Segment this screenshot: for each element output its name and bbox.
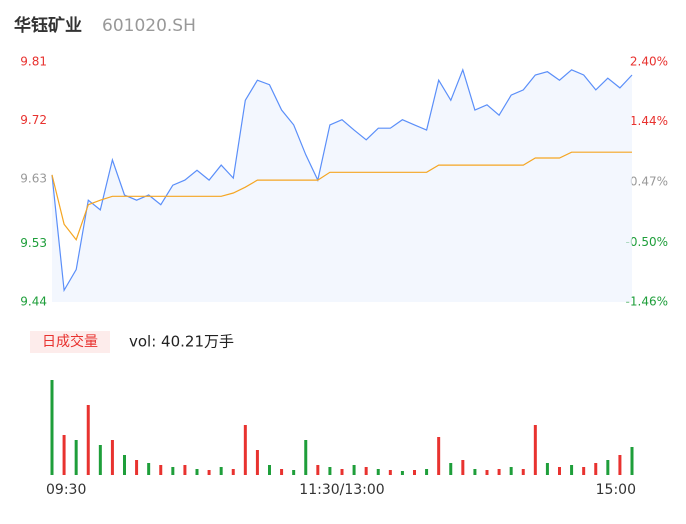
y-tick-label: 9.72 bbox=[20, 113, 47, 127]
volume-bar bbox=[558, 467, 561, 475]
volume-bar bbox=[304, 440, 308, 475]
volume-label-bg bbox=[30, 331, 110, 353]
average-line bbox=[51, 151, 632, 241]
y2-tick-label: 2.40% bbox=[630, 55, 668, 69]
x-tick-label: 09:30 bbox=[46, 482, 86, 498]
volume-bar bbox=[292, 470, 296, 475]
y-tick-label: 9.53 bbox=[20, 236, 47, 250]
y-tick-label: 9.81 bbox=[20, 55, 47, 69]
price-area bbox=[52, 69, 632, 302]
x-tick-label: 11:30/13:00 bbox=[299, 482, 384, 498]
volume-bar bbox=[497, 469, 501, 475]
volume-bar bbox=[268, 465, 271, 475]
volume-bar bbox=[509, 467, 513, 475]
volume-bar bbox=[74, 440, 78, 475]
volume-bar bbox=[533, 425, 537, 475]
volume-bar bbox=[521, 469, 525, 475]
volume-bar bbox=[147, 463, 151, 475]
volume-bar bbox=[328, 467, 332, 475]
volume-bar bbox=[135, 460, 139, 475]
y2-tick-label: -0.50% bbox=[626, 235, 668, 249]
volume-bar bbox=[243, 425, 247, 475]
x-tick-label: 15:00 bbox=[596, 482, 636, 498]
y-tick-label: 9.63 bbox=[20, 171, 47, 185]
volume-bar bbox=[280, 469, 284, 475]
volume-bar bbox=[388, 470, 392, 475]
volume-bar bbox=[110, 440, 114, 475]
volume-bar bbox=[606, 460, 610, 475]
volume-bar bbox=[461, 460, 465, 475]
volume-bar bbox=[171, 467, 175, 475]
volume-bar bbox=[400, 471, 404, 475]
volume-bar bbox=[364, 467, 368, 475]
volume-bar bbox=[376, 469, 380, 475]
volume-bar bbox=[50, 380, 54, 475]
volume-bar bbox=[231, 469, 235, 475]
y-tick-label: 9.44 bbox=[20, 295, 47, 309]
volume-bar bbox=[618, 455, 622, 475]
volume-bar bbox=[255, 450, 259, 475]
y2-tick-label: -1.46% bbox=[626, 295, 668, 309]
volume-bar bbox=[86, 405, 90, 475]
volume-bar bbox=[98, 445, 102, 475]
volume-label: 日成交量 bbox=[42, 333, 98, 350]
volume-bar bbox=[183, 465, 187, 475]
volume-bar bbox=[425, 469, 429, 475]
volume-bar bbox=[207, 470, 211, 475]
volume-bar bbox=[123, 455, 126, 475]
volume-bar bbox=[594, 463, 598, 475]
volume-bar bbox=[195, 469, 199, 475]
stock-name: 华钰矿业 bbox=[14, 15, 82, 36]
volume-bar bbox=[485, 470, 489, 475]
volume-bar bbox=[219, 467, 223, 475]
stock-code: 601020.SH bbox=[102, 16, 196, 36]
volume-bar bbox=[159, 465, 163, 475]
y2-tick-label: 1.44% bbox=[630, 114, 668, 128]
volume-bar bbox=[352, 465, 356, 475]
volume-bar bbox=[570, 465, 574, 475]
price-line bbox=[51, 67, 633, 293]
volume-bar bbox=[62, 435, 66, 475]
volume-bar bbox=[545, 463, 549, 475]
volume-bar bbox=[449, 463, 453, 475]
y2-tick-label: 0.47% bbox=[630, 175, 668, 189]
volume-total: vol: 40.21万手 bbox=[129, 333, 234, 351]
volume-bar bbox=[437, 437, 441, 475]
volume-bar bbox=[630, 447, 634, 475]
volume-bar bbox=[340, 469, 344, 475]
volume-bar bbox=[582, 467, 586, 475]
volume-bar bbox=[473, 469, 477, 475]
volume-bar bbox=[316, 465, 320, 475]
volume-bar bbox=[413, 470, 416, 475]
